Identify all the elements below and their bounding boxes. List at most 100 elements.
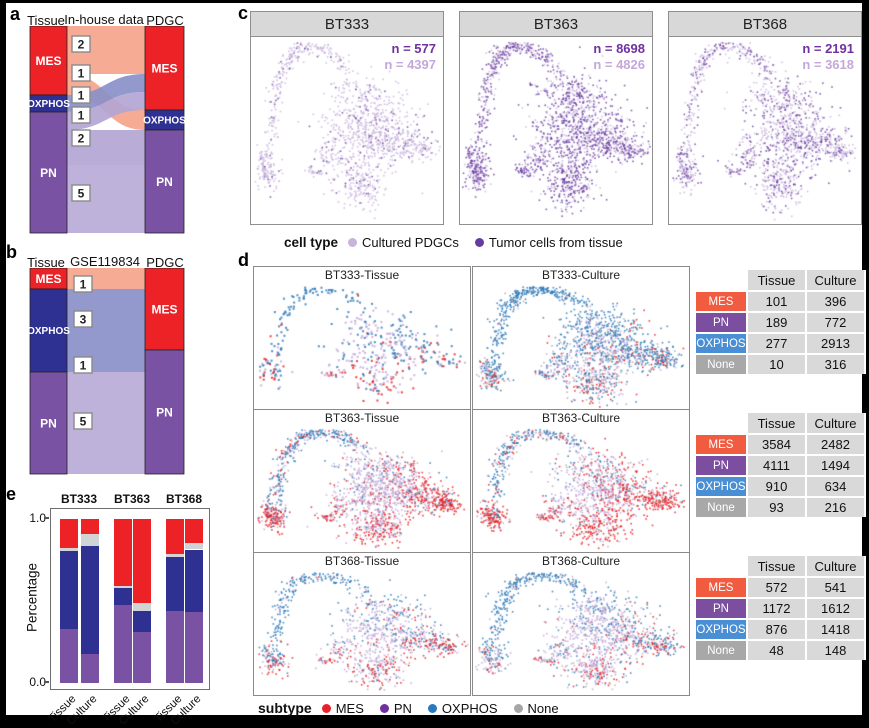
sankey-node-label: OXPHOS [28,326,70,337]
sankey-node-label: MES [35,54,61,68]
table-tissue-value: 910 [748,477,805,496]
table-header-cell: Culture [807,556,864,576]
umap-subtype-canvas [473,426,689,552]
sankey-node [29,288,68,373]
bar-segment-none [133,603,151,611]
stacked-bar-plot [50,508,210,690]
sankey-b: MES OXPHOS PN MES PN 1 3 1 5 [28,268,185,475]
n-tissue-label: n = 2191 [802,41,854,56]
facet-title: BT363 [459,11,653,37]
subtype-count-table: Tissue Culture MES 3584 2482 PN 4111 1494 OXPHOS… [696,413,866,517]
table-header-cell: Tissue [748,556,805,576]
bar-segment-pn [133,632,151,683]
sankey-node [144,349,185,475]
sankey-node-label: OXPHOS [143,116,186,127]
legend-dot [427,703,437,713]
umap-subtype-plot-area [472,569,690,696]
sankey-node [29,111,68,234]
legend-label: Tumor cells from tissue [488,235,623,250]
table-tissue-value: 48 [748,641,805,660]
table-row-label: None [696,498,746,517]
table-tissue-value: 876 [748,620,805,639]
panel-a-letter: a [10,4,21,24]
panel-a-col-source: In-house data [64,12,144,27]
svg-text:5: 5 [78,187,85,201]
sankey-node [144,268,185,351]
bar-segment-pn [81,654,99,683]
legend-item: Tumor cells from tissue [474,235,623,250]
panel-c-letter: c [238,3,249,23]
n-tissue-label: n = 577 [391,41,436,56]
table-tissue-value: 189 [748,313,805,332]
panel-d-letter: d [238,250,249,270]
table-corner-cell [696,270,746,290]
table-culture-value: 772 [807,313,864,332]
legend-dot [379,703,389,713]
table-culture-value: 316 [807,355,864,374]
umap-subtype-plot-area [472,426,690,553]
sankey-node [29,26,68,96]
panel-a-col-tissue: Tissue [27,13,65,28]
sankey-flow-count: 1 [71,106,91,124]
bar-segment-none [114,586,132,589]
bar-segment-mes [133,519,151,604]
bar-segment-oxphos [185,549,203,612]
umap-subtype-plot-area [472,283,690,410]
table-row-label: MES [696,435,746,454]
umap-canvas-bt333 [251,37,443,222]
sankey-node-label: PN [40,166,57,180]
table-row-label: MES [696,292,746,311]
n-culture-label: n = 3618 [802,57,854,72]
bar-segment-none [81,533,99,546]
table-header-cell: Tissue [748,413,805,433]
sankey-flow-count: 1 [71,86,91,104]
table-corner-cell [696,413,746,433]
table-tissue-value: 93 [748,498,805,517]
subtype-count-table: Tissue Culture MES 572 541 PN 1172 1612 OXPHOS 87… [696,556,866,660]
table-row-label: None [696,641,746,660]
umap-plot-area: n = 2191 n = 3618 [668,37,862,225]
table-tissue-value: 3584 [748,435,805,454]
table-culture-value: 216 [807,498,864,517]
table-culture-value: 148 [807,641,864,660]
bar-group-title-bt363: BT363 [113,492,151,506]
sankey-flow-count: 3 [73,310,93,328]
sankey-node-label: PN [156,175,173,189]
sankey-flow-count: 1 [73,356,93,374]
table-row-label: MES [696,578,746,597]
umap-subtype-facet-title: BT368-Tissue [253,552,471,570]
umap-canvas-bt363 [460,37,652,222]
legend-label: None [527,700,559,716]
umap-subtype-facet-title: BT333-Tissue [253,266,471,284]
legend-label: Cultured PDGCs [362,235,459,250]
table-tissue-value: 572 [748,578,805,597]
panel-b-col-source: GSE119834 [70,254,140,269]
umap-facet-bt363: BT363 n = 8698 n = 4826 [459,11,653,225]
facet-title: BT368 [668,11,862,37]
svg-text:1: 1 [80,278,87,292]
bar-segment-none [185,542,203,550]
umap-canvas-bt368 [669,37,861,222]
table-corner-cell [696,556,746,576]
bar-group-title-bt333: BT333 [60,492,98,506]
svg-text:1: 1 [78,67,85,81]
sankey-flow-count: 5 [73,412,93,430]
bar-segment-pn [166,611,184,683]
y-axis-label: Percentage [24,562,40,633]
table-tissue-value: 4111 [748,456,805,475]
svg-text:3: 3 [80,313,87,327]
subtype-legend: subtype MES PN OXPHOS None [258,700,575,716]
svg-text:1: 1 [78,89,85,103]
bar-segment-none [166,554,184,558]
y-tick-1: 1.0 [29,511,46,525]
sankey-flow [67,289,145,350]
subtype-legend-title: subtype [258,700,312,716]
table-culture-value: 2913 [807,334,864,353]
umap-subtype-canvas [473,569,689,695]
svg-text:5: 5 [80,415,87,429]
table-tissue-value: 1172 [748,599,805,618]
umap-facet-bt333: BT333 n = 577 n = 4397 [250,11,444,225]
legend-label: OXPHOS [441,700,498,716]
umap-subtype-canvas [254,426,470,552]
